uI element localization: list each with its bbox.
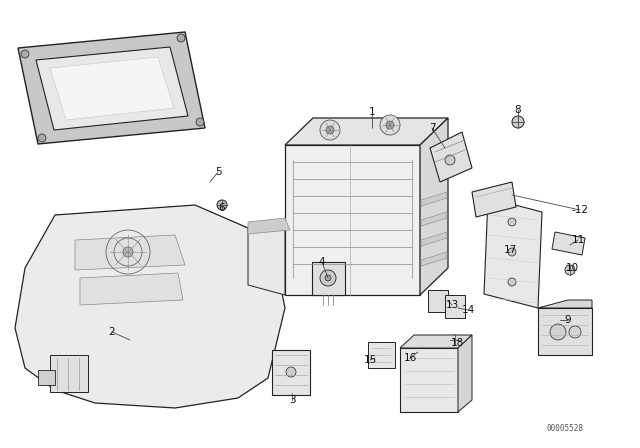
Polygon shape (50, 355, 88, 392)
Circle shape (217, 200, 227, 210)
Text: 14: 14 (461, 305, 475, 315)
Text: 13: 13 (445, 300, 459, 310)
Polygon shape (285, 118, 448, 145)
Polygon shape (248, 228, 285, 295)
Circle shape (21, 50, 29, 58)
Circle shape (508, 248, 516, 256)
Polygon shape (472, 182, 516, 217)
Polygon shape (421, 212, 447, 226)
Circle shape (550, 324, 566, 340)
Polygon shape (484, 198, 542, 308)
Circle shape (320, 120, 340, 140)
Text: 3: 3 (289, 395, 295, 405)
Text: 4: 4 (319, 257, 325, 267)
Circle shape (512, 116, 524, 128)
Circle shape (450, 335, 460, 345)
Circle shape (508, 278, 516, 286)
Text: 15: 15 (364, 355, 376, 365)
Circle shape (380, 115, 400, 135)
Circle shape (326, 126, 334, 134)
Text: 5: 5 (214, 167, 221, 177)
Polygon shape (400, 335, 472, 348)
Text: 10: 10 (565, 263, 579, 273)
Polygon shape (430, 132, 472, 182)
Text: -12: -12 (572, 205, 589, 215)
Text: 9: 9 (564, 315, 572, 325)
Polygon shape (248, 218, 290, 234)
Polygon shape (538, 308, 592, 355)
Polygon shape (445, 295, 465, 318)
Text: 1: 1 (369, 107, 375, 117)
Polygon shape (421, 252, 447, 266)
Circle shape (508, 218, 516, 226)
Text: 00005528: 00005528 (547, 423, 584, 432)
Polygon shape (420, 118, 448, 295)
Circle shape (325, 275, 331, 281)
Circle shape (38, 134, 46, 142)
Polygon shape (50, 57, 174, 120)
Text: 18: 18 (451, 338, 463, 348)
Text: 8: 8 (515, 105, 522, 115)
Circle shape (196, 118, 204, 126)
Polygon shape (421, 232, 447, 246)
Polygon shape (285, 145, 420, 295)
Polygon shape (75, 235, 185, 270)
Circle shape (569, 326, 581, 338)
Circle shape (565, 265, 575, 275)
Circle shape (386, 121, 394, 129)
Polygon shape (421, 192, 447, 206)
Polygon shape (458, 335, 472, 412)
Circle shape (123, 247, 133, 257)
Text: 17: 17 (504, 245, 516, 255)
Polygon shape (80, 273, 183, 305)
Polygon shape (272, 350, 310, 395)
Circle shape (177, 34, 185, 42)
Circle shape (445, 155, 455, 165)
Text: 7: 7 (429, 123, 435, 133)
Polygon shape (552, 232, 585, 255)
Polygon shape (18, 32, 205, 144)
Polygon shape (15, 205, 285, 408)
Polygon shape (312, 262, 345, 295)
Polygon shape (368, 342, 395, 368)
Polygon shape (36, 47, 188, 130)
Text: 2: 2 (109, 327, 115, 337)
Polygon shape (400, 348, 458, 412)
Text: 16: 16 (403, 353, 417, 363)
Text: 11: 11 (572, 235, 584, 245)
Text: 6: 6 (219, 203, 225, 213)
Polygon shape (538, 300, 592, 308)
Circle shape (286, 367, 296, 377)
Polygon shape (38, 370, 55, 385)
Circle shape (320, 270, 336, 286)
Polygon shape (428, 290, 448, 312)
